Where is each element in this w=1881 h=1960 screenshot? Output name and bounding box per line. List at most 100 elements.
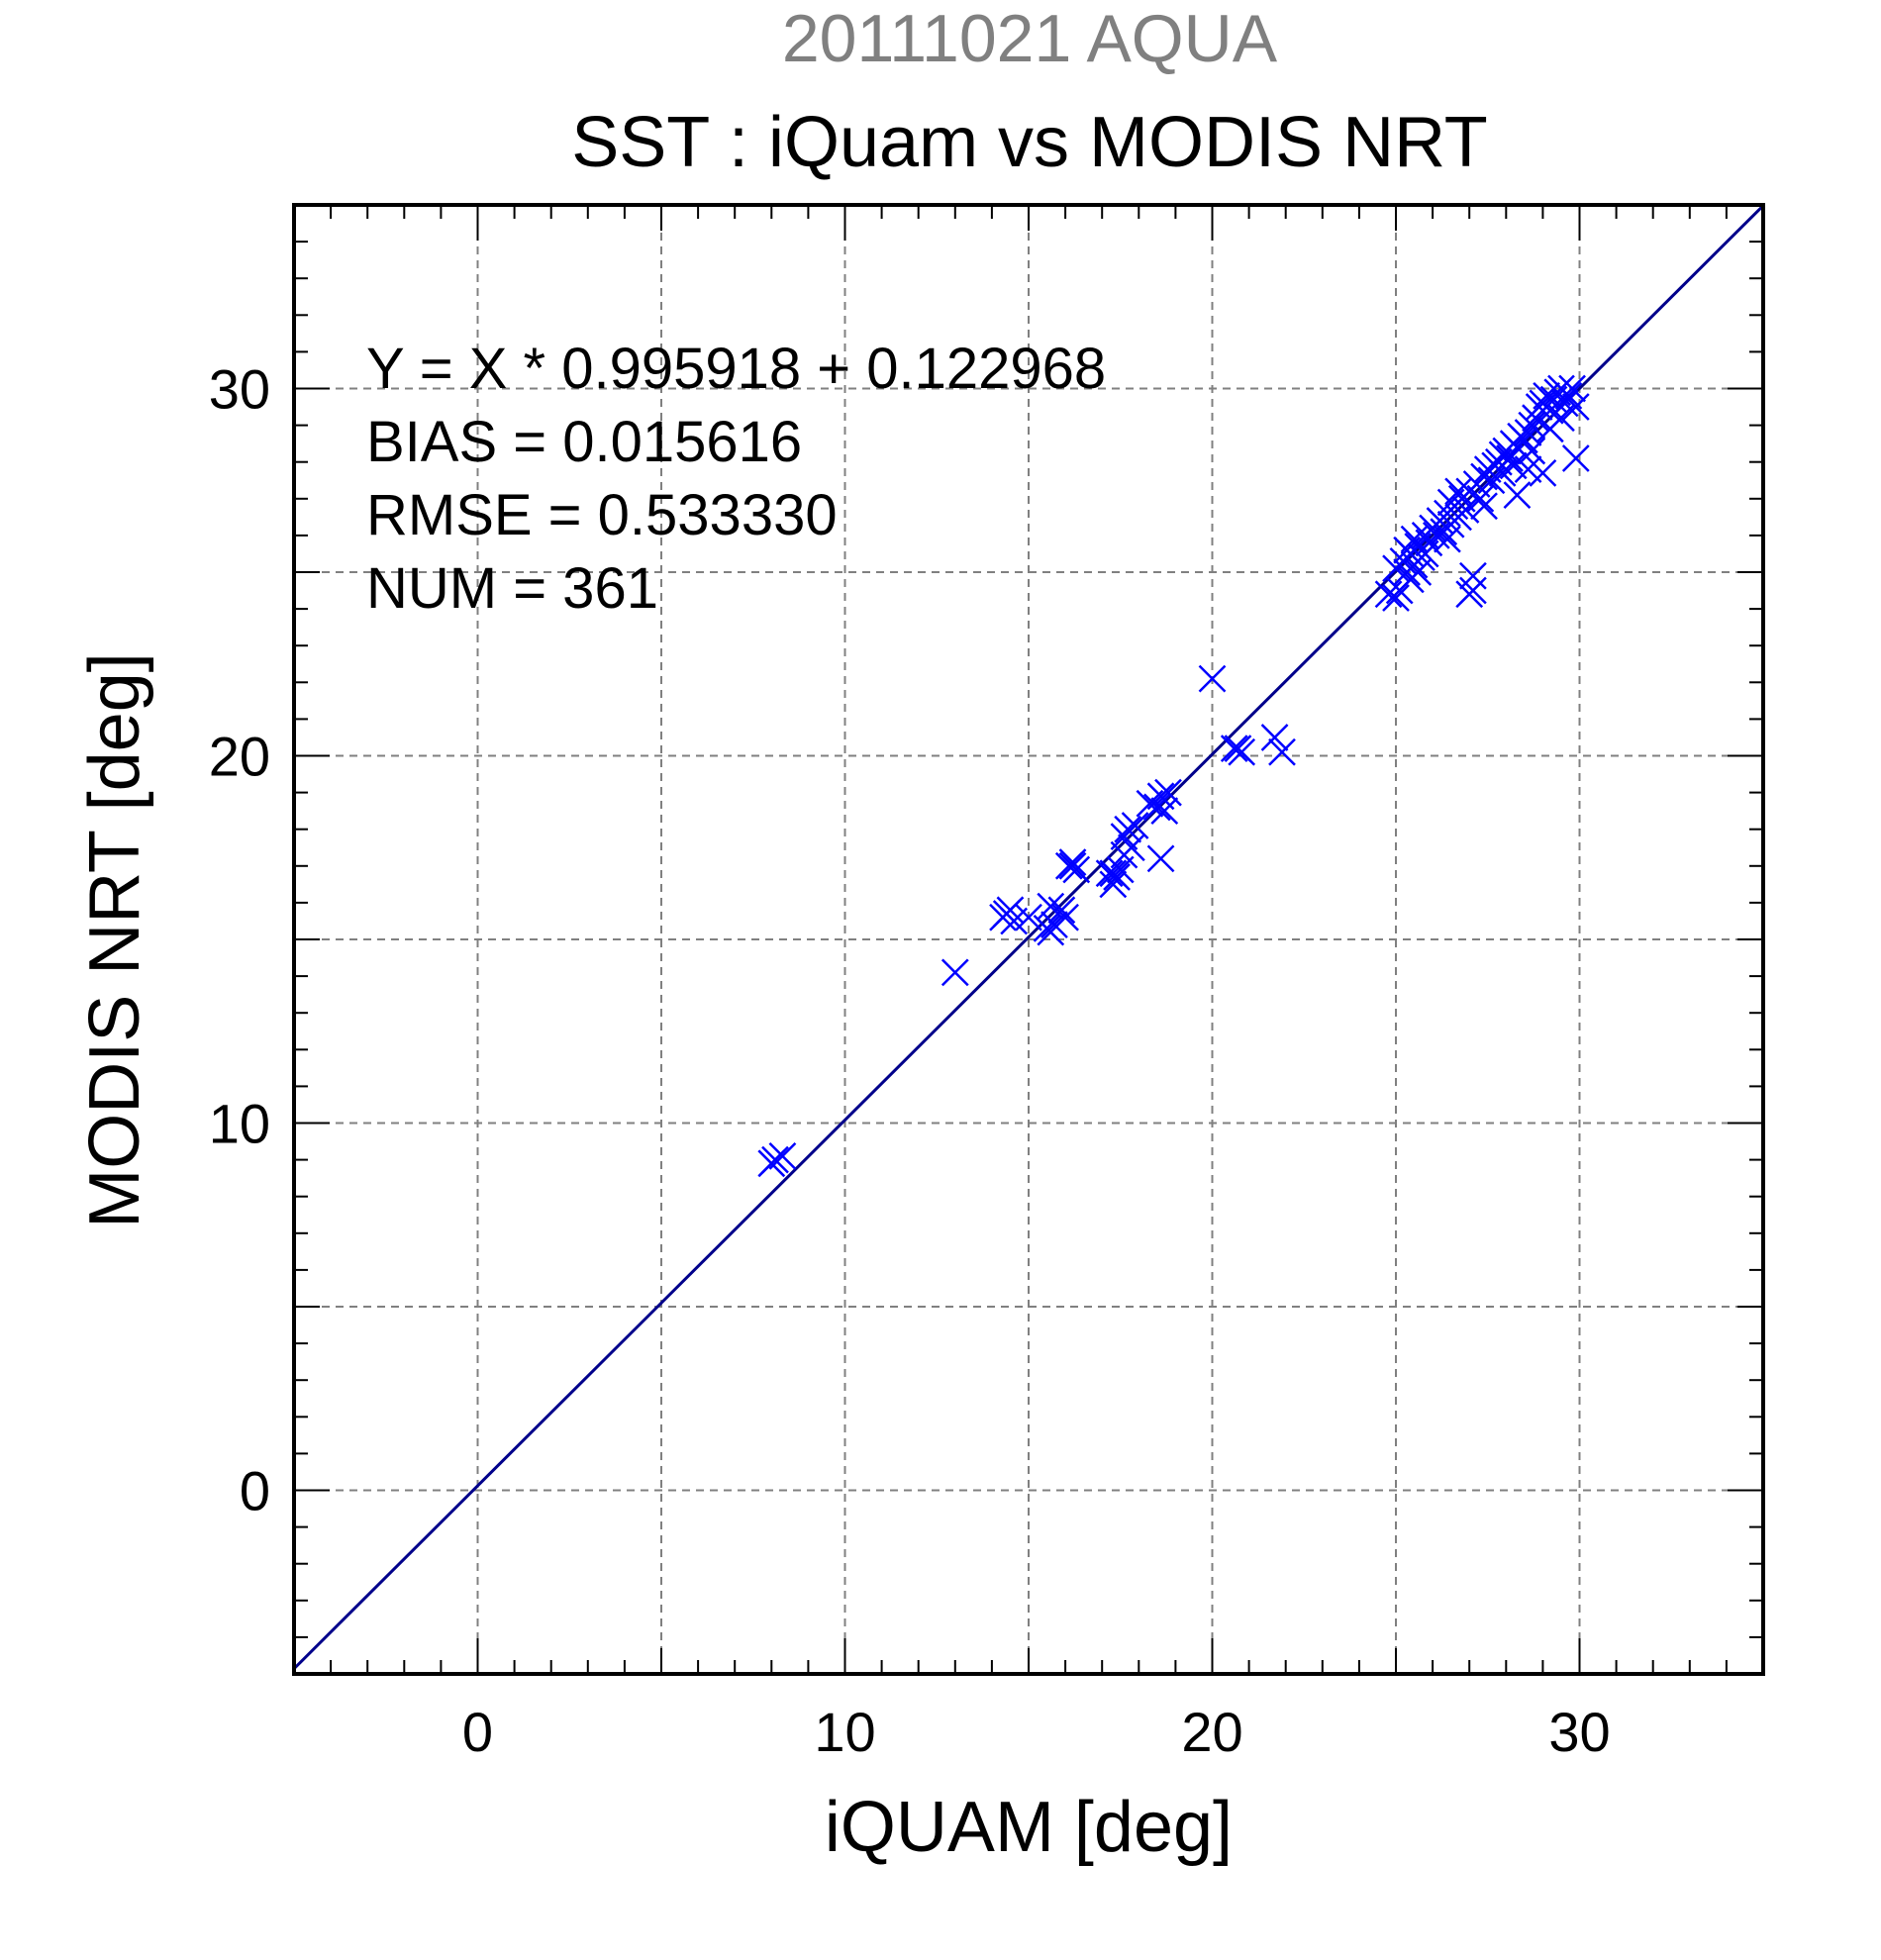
stat-line-rmse: RMSE = 0.533330 (366, 483, 838, 547)
x-tick-label: 20 (1181, 1701, 1242, 1763)
data-point-stroke (1224, 735, 1252, 762)
y-tick-label: 0 (240, 1460, 270, 1522)
data-point (1121, 812, 1149, 839)
data-point-stroke (1015, 903, 1042, 931)
stat-line-equation: Y = X * 0.995918 + 0.122968 (366, 337, 1106, 401)
data-point-stroke (1434, 525, 1461, 553)
x-tick-label: 0 (462, 1701, 493, 1763)
data-point-stroke (1220, 735, 1248, 762)
data-point-stroke (1533, 382, 1560, 410)
data-point-stroke (1382, 584, 1410, 612)
data-point (1198, 664, 1227, 693)
data-point-stroke (1518, 411, 1546, 440)
data-point-stroke (1459, 561, 1487, 590)
data-point (1095, 859, 1124, 888)
data-point-stroke (1466, 484, 1495, 513)
data-point-stroke (1114, 815, 1142, 843)
data-point (1142, 793, 1171, 822)
data-point-stroke (1146, 782, 1175, 811)
data-point (1220, 735, 1248, 762)
data-point-stroke (1529, 458, 1557, 487)
data-point-stroke (940, 958, 969, 987)
data-point-stroke (1374, 580, 1403, 609)
data-point (1459, 561, 1487, 590)
data-point-stroke (1561, 444, 1590, 472)
data-point (1146, 844, 1175, 873)
data-point (1150, 797, 1179, 826)
data-point (1037, 892, 1065, 921)
data-point (1404, 558, 1433, 586)
data-point (940, 958, 969, 987)
data-point-stroke (1459, 576, 1487, 605)
data-points (757, 374, 1590, 1178)
data-point (1154, 778, 1182, 807)
data-point-stroke (1058, 848, 1087, 876)
data-point-stroke (768, 1142, 797, 1170)
data-point-stroke (1514, 455, 1542, 484)
data-point (1529, 458, 1557, 487)
data-point-stroke (1154, 778, 1182, 807)
data-point-stroke (1099, 859, 1128, 888)
data-point (1518, 411, 1546, 440)
data-point (761, 1145, 789, 1174)
data-point (1561, 393, 1590, 421)
stats-box: Y = X * 0.995918 + 0.122968 BIAS = 0.015… (366, 337, 1106, 621)
data-point-stroke (1047, 896, 1076, 925)
chart-subtitle: SST : iQuam vs MODIS NRT (571, 103, 1488, 182)
y-tick-label: 30 (209, 358, 270, 421)
data-point (1518, 437, 1546, 465)
data-point-stroke (1503, 481, 1532, 509)
data-point (1470, 492, 1498, 521)
data-point (1434, 525, 1461, 553)
data-point (1374, 580, 1403, 609)
axis-ticks (293, 204, 1764, 1675)
data-point (1451, 496, 1480, 524)
data-point-stroke (1037, 892, 1065, 921)
data-point-stroke (1268, 737, 1296, 766)
data-point-stroke (1121, 812, 1149, 839)
data-point (1099, 859, 1128, 888)
data-point (1558, 374, 1586, 403)
data-point-stroke (1514, 419, 1542, 446)
data-point-stroke (761, 1145, 789, 1174)
data-point-stroke (1411, 539, 1439, 568)
data-point-stroke (1444, 477, 1472, 506)
data-point-stroke (1198, 664, 1227, 693)
data-point-stroke (1150, 797, 1179, 826)
data-point-stroke (1554, 382, 1583, 410)
data-point-stroke (1051, 903, 1079, 931)
data-point (1503, 481, 1532, 509)
x-tick-label: 30 (1548, 1701, 1610, 1763)
stat-line-num: NUM = 361 (366, 556, 658, 621)
y-tick-label: 20 (209, 726, 270, 788)
data-point (1058, 848, 1087, 876)
data-point-stroke (1095, 859, 1124, 888)
x-tick-labels: 0 10 20 30 (462, 1701, 1611, 1763)
data-point-stroke (1260, 724, 1289, 751)
data-point-stroke (1099, 870, 1128, 899)
grid-lines (294, 205, 1763, 1674)
data-point (1382, 584, 1410, 612)
data-point (1224, 735, 1252, 762)
data-point-stroke (1499, 451, 1528, 480)
data-point (1099, 870, 1128, 899)
data-point (1268, 737, 1296, 766)
data-point-stroke (1535, 415, 1564, 443)
data-point-stroke (1110, 840, 1138, 869)
data-point (1110, 840, 1138, 869)
data-point (1047, 896, 1076, 925)
data-point (768, 1142, 797, 1170)
data-point-stroke (1561, 393, 1590, 421)
data-point-stroke (1142, 793, 1171, 822)
data-point (1058, 851, 1087, 880)
data-point-stroke (1058, 851, 1087, 880)
data-point (1114, 815, 1142, 843)
data-point (1015, 903, 1042, 931)
data-point-stroke (1518, 437, 1546, 465)
data-point-stroke (1470, 492, 1498, 521)
data-point-stroke (1510, 426, 1538, 454)
data-point-stroke (1558, 374, 1586, 403)
data-point (1444, 477, 1472, 506)
data-point-stroke (1451, 496, 1480, 524)
